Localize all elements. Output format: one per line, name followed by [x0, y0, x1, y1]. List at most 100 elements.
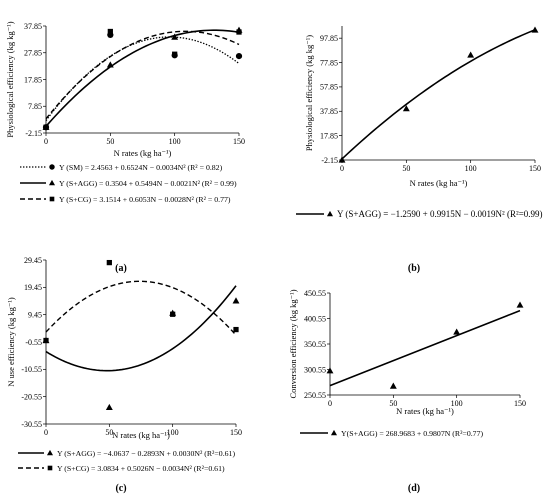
y-tick-label: 29.45: [24, 256, 42, 265]
trend-line: [329, 309, 521, 387]
data-point: [171, 33, 179, 40]
x-tick-label: 50: [402, 164, 410, 173]
legend-marker: [330, 429, 338, 436]
chart-panel-3: -30.55 -20.55 -10.55 -0.55 9.45 19.45 29.45 0 50…: [6, 256, 242, 494]
series-1: [326, 301, 524, 389]
data-point: [389, 382, 397, 389]
legend-marker: [47, 465, 53, 471]
x-tick-label: 50: [105, 428, 113, 437]
data-point: [531, 26, 539, 33]
legend-label: Y (SM) = 2.4563 + 0.6524N − 0.0034N² (R²…: [59, 163, 223, 172]
legend-label: Y (S+AGG) = −4.0637 − 0.2893N + 0.0030N²…: [57, 449, 235, 458]
y-tick-label: 27.85: [24, 49, 42, 58]
y-tick-label: 9.45: [28, 310, 42, 319]
legend: Y (S+AGG) = −1.2590 + 0.9915N − 0.0019N²…: [296, 209, 543, 219]
data-point: [235, 52, 243, 60]
data-point: [233, 326, 239, 333]
y-tick-label: -2.15: [321, 156, 338, 165]
x-tick-label: 50: [389, 399, 397, 408]
y-tick-label: -2.15: [25, 129, 42, 138]
series-2: [42, 26, 243, 130]
trend-line: [45, 285, 237, 372]
trend-line: [45, 280, 237, 336]
legend-marker: [326, 210, 334, 217]
series-3: [43, 28, 242, 130]
legend: Y (SM) = 2.4563 + 0.6524N − 0.0034N² (R²…: [20, 163, 237, 204]
y-tick-label: 19.45: [24, 283, 42, 292]
trend-line: [341, 29, 536, 160]
data-point: [516, 301, 524, 308]
data-point: [107, 28, 113, 35]
series-2: [43, 259, 239, 344]
y-tick-label: 450.55: [304, 289, 326, 298]
data-point: [467, 51, 475, 58]
x-tick-label: 150: [514, 399, 526, 408]
panel-label: (c): [115, 483, 126, 494]
x-tick-label: 100: [465, 164, 477, 173]
y-tick-label: 350.55: [304, 340, 326, 349]
x-tick-label: 150: [233, 137, 245, 146]
y-axis-label: N use efficiency (kg kg⁻¹): [6, 297, 16, 387]
data-point: [402, 105, 410, 112]
y-axis-label: Physiological efficiency (kg kg⁻¹): [5, 21, 15, 137]
data-point: [43, 337, 49, 344]
series-1: [42, 285, 240, 411]
y-tick-label: 17.85: [320, 131, 338, 140]
trend-line: [45, 29, 240, 127]
data-point: [172, 51, 178, 57]
x-tick-label: 150: [230, 428, 242, 437]
data-point: [105, 403, 113, 411]
x-axis-label: N rates (kg ha⁻¹): [396, 406, 454, 416]
data-point: [232, 297, 240, 304]
x-tick-label: 100: [169, 137, 181, 146]
legend-marker: [49, 196, 55, 202]
y-tick-label: -30.55: [21, 420, 42, 429]
x-axis-label: N rates (kg ha⁻¹): [410, 178, 468, 188]
legend-label: Y (S+AGG) = 0.3504 + 0.5494N − 0.0021N² …: [59, 179, 237, 188]
y-tick-label: -0.55: [25, 338, 42, 347]
data-point: [338, 156, 346, 163]
y-tick-label: 77.85: [320, 58, 338, 67]
y-tick-label: 37.85: [24, 22, 42, 31]
chart-panel-1: -2.15 7.85 17.85 27.85 37.85 0 50 100 150 N rates…: [5, 21, 245, 274]
x-tick-label: 0: [328, 399, 332, 408]
legend: Y (S+AGG) = −4.0637 − 0.2893N + 0.0030N²…: [18, 449, 235, 473]
y-tick-label: -20.55: [21, 392, 42, 401]
y-axis-label: Physiological efficiency (kg kg⁻¹): [304, 35, 314, 151]
x-tick-label: 50: [106, 137, 114, 146]
panel-label: (a): [115, 263, 127, 274]
x-tick-label: 0: [44, 428, 48, 437]
y-tick-label: 400.55: [304, 314, 326, 323]
y-tick-label: 97.85: [320, 34, 338, 43]
x-tick-label: 0: [340, 164, 344, 173]
x-tick-label: 100: [167, 428, 179, 437]
x-tick-label: 150: [529, 164, 541, 173]
legend-label: Y(S+AGG) = 268.9683 + 0.9807N (R²=0.77): [341, 429, 483, 438]
data-point: [43, 124, 49, 130]
panel-label: (d): [408, 483, 420, 494]
data-point: [106, 259, 112, 266]
series-1: [338, 26, 539, 163]
data-point: [106, 61, 114, 68]
legend-marker: [46, 449, 54, 456]
legend-marker: [49, 164, 55, 170]
data-point: [453, 328, 461, 335]
y-tick-label: 57.85: [320, 83, 338, 92]
y-tick-label: 250.55: [304, 391, 326, 400]
legend-label: Y (S+CG) = 3.0834 + 0.5026N − 0.0034N² (…: [57, 464, 225, 473]
data-point: [326, 367, 334, 374]
trend-line: [45, 36, 240, 122]
legend-label: Y (S+AGG) = −1.2590 + 0.9915N − 0.0019N²…: [337, 209, 543, 219]
series-1: [42, 31, 243, 131]
panel-label: (b): [408, 263, 420, 274]
y-tick-label: 37.85: [320, 107, 338, 116]
x-axis-label: N rates (kg ha⁻¹): [114, 148, 172, 158]
y-tick-label: -10.55: [21, 365, 42, 374]
x-tick-label: 0: [44, 137, 48, 146]
data-point: [170, 311, 176, 317]
chart-panel-4: 250.55 300.55 350.55 400.55 450.55 0 50 100 150 N…: [288, 289, 526, 494]
x-axis-label: N rates (kg ha⁻¹): [112, 430, 170, 440]
legend-label: Y (S+CG) = 3.1514 + 0.6053N − 0.0028N² (…: [59, 195, 231, 204]
y-tick-label: 7.85: [28, 102, 42, 111]
